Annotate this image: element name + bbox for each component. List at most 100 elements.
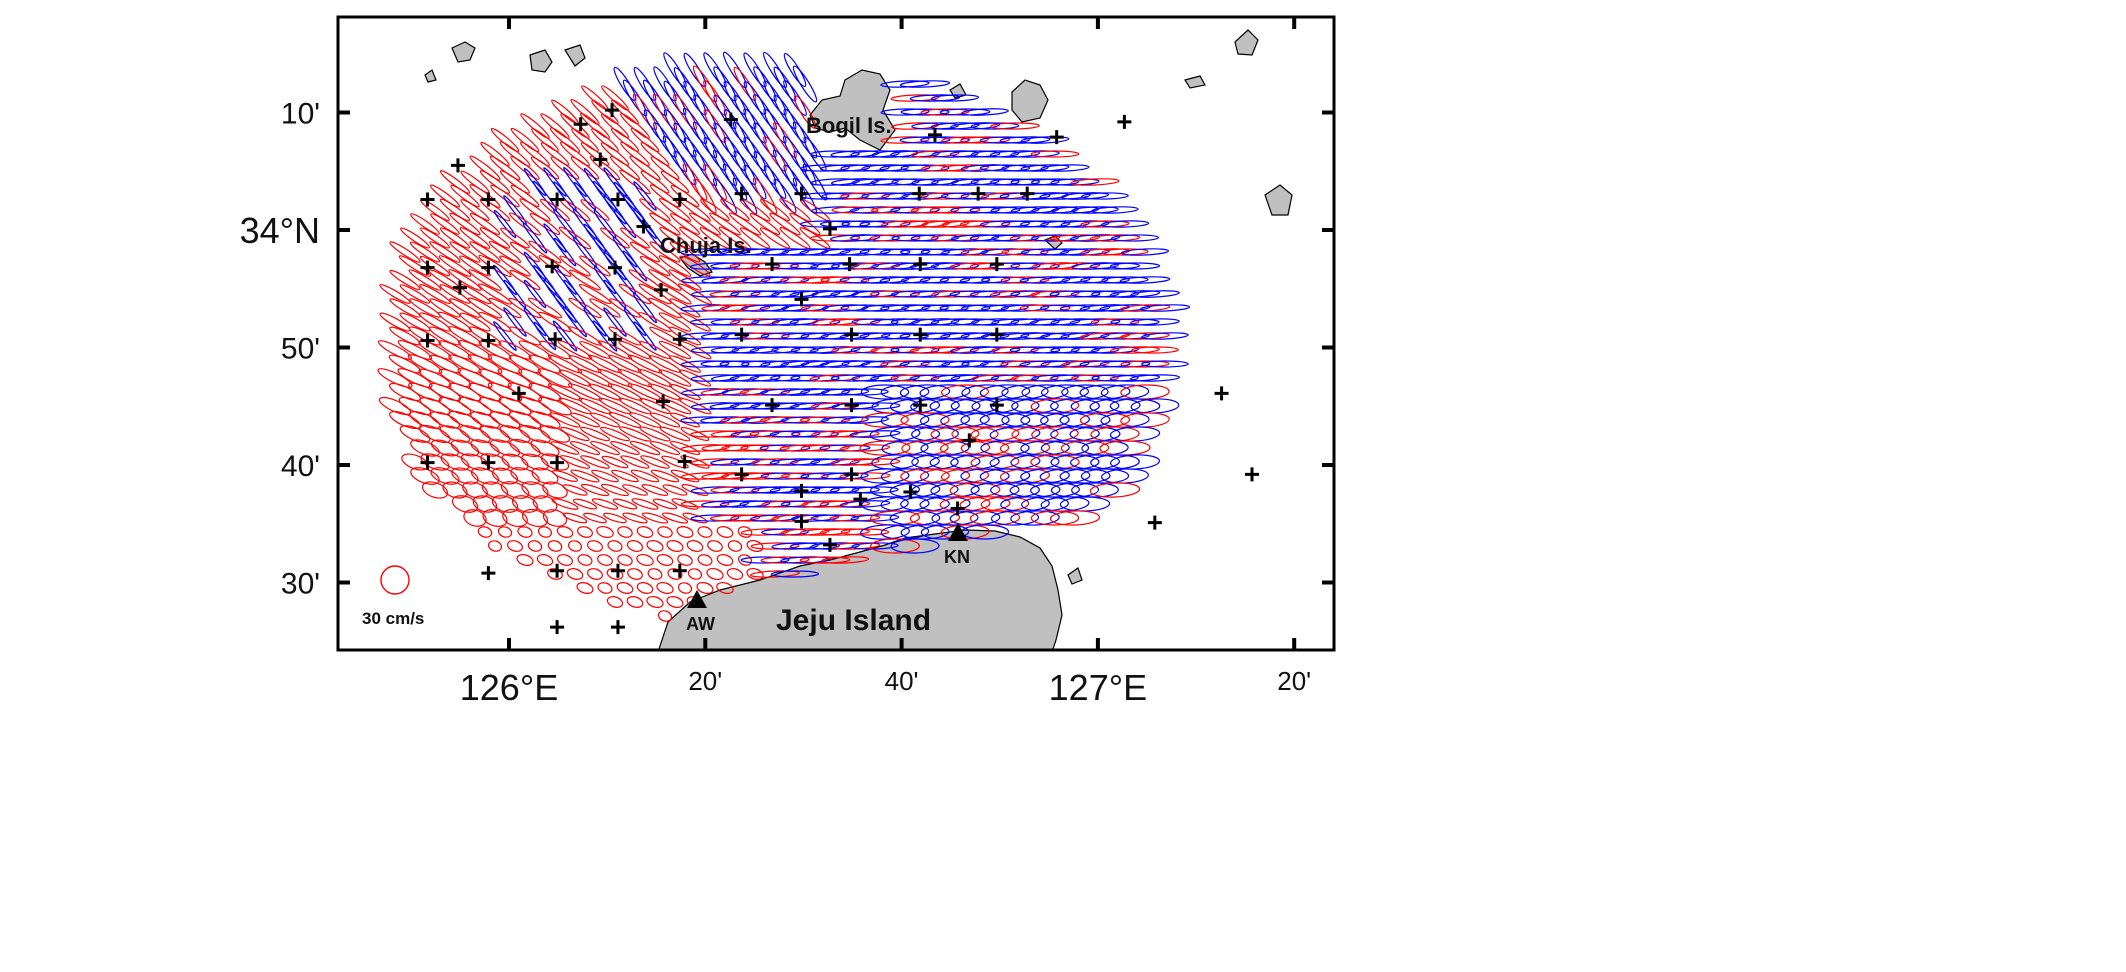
- tidal-ellipse: [503, 279, 527, 309]
- tidal-ellipse: [696, 582, 714, 594]
- tidal-ellipse: [613, 66, 637, 102]
- tidal-ellipse: [939, 304, 991, 312]
- tidal-ellipse: [640, 170, 670, 194]
- tidal-ellipse: [639, 398, 671, 414]
- tidal-ellipse: [470, 411, 500, 429]
- tidal-ellipse: [650, 156, 680, 180]
- tidal-ellipse: [558, 369, 592, 387]
- tidal-ellipse: [930, 482, 980, 498]
- tidal-ellipse: [497, 368, 533, 388]
- tidal-ellipse: [1120, 412, 1170, 428]
- tidal-ellipse: [400, 227, 430, 249]
- tidal-ellipse: [703, 163, 727, 201]
- tidal-ellipse: [909, 510, 961, 526]
- tidal-ellipse: [1101, 468, 1149, 484]
- tidal-ellipse: [603, 195, 627, 225]
- tidal-ellipse: [468, 269, 502, 291]
- tidal-ellipse: [652, 498, 678, 510]
- tidal-ellipse: [550, 156, 580, 180]
- tidal-ellipse: [900, 164, 950, 172]
- tidal-ellipse: [506, 540, 524, 552]
- tidal-ellipse: [557, 340, 593, 360]
- tidal-ellipse: [407, 354, 443, 374]
- tidal-ellipse: [420, 227, 450, 249]
- tidal-ellipse: [377, 340, 413, 360]
- tidal-ellipse: [663, 52, 687, 88]
- aw-label: AW: [686, 614, 715, 634]
- tidal-ellipse: [760, 276, 810, 284]
- tidal-ellipse: [606, 568, 624, 580]
- tidal-ellipse: [510, 184, 540, 208]
- tidal-ellipse: [870, 178, 920, 186]
- tidal-ellipse: [700, 332, 750, 340]
- station-cross: [822, 221, 837, 236]
- tidal-ellipse: [989, 262, 1041, 270]
- tidal-ellipse: [749, 570, 801, 578]
- tidal-ellipse: [1120, 384, 1170, 400]
- tidal-ellipse: [562, 484, 588, 496]
- tidal-ellipse: [999, 468, 1051, 484]
- tidal-ellipse: [699, 227, 731, 249]
- tidal-ellipse: [388, 354, 422, 374]
- tidal-ellipse: [697, 526, 713, 538]
- tidal-ellipse: [528, 240, 562, 264]
- tidal-ellipse: [468, 382, 502, 402]
- tidal-ellipse: [498, 340, 532, 360]
- tidal-ellipse: [389, 298, 421, 318]
- tidal-ellipse: [690, 318, 740, 326]
- tidal-ellipse: [1011, 398, 1059, 414]
- tidal-ellipse: [508, 212, 542, 236]
- tidal-ellipse: [509, 269, 541, 291]
- tidal-ellipse: [1010, 510, 1060, 526]
- station-cross: [794, 186, 809, 201]
- tidal-ellipse: [1100, 412, 1150, 428]
- tidal-ellipse: [810, 486, 860, 494]
- tidal-ellipse: [760, 332, 810, 340]
- tidal-ellipse: [1089, 398, 1141, 414]
- tidal-ellipse: [636, 582, 654, 594]
- tidal-ellipse: [763, 165, 787, 199]
- tidal-ellipse: [537, 368, 573, 388]
- tidal-ellipse: [467, 297, 503, 319]
- tidal-ellipse: [820, 276, 870, 284]
- island: [1067, 567, 1083, 585]
- tidal-ellipse: [1030, 290, 1080, 298]
- tidal-ellipse: [420, 453, 450, 471]
- tidal-ellipse: [556, 554, 574, 566]
- tidal-ellipse: [891, 234, 939, 242]
- tidal-ellipse: [960, 412, 1010, 428]
- station-cross: [573, 117, 588, 132]
- tidal-ellipse: [703, 136, 727, 172]
- tidal-ellipse: [739, 227, 771, 249]
- tidal-ellipse: [389, 241, 421, 263]
- tidal-ellipse: [921, 304, 969, 312]
- tidal-ellipse: [531, 467, 559, 485]
- tidal-ellipse: [802, 163, 828, 201]
- tidal-ellipse: [419, 283, 451, 305]
- tidal-ellipse: [959, 220, 1011, 228]
- tidal-ellipse: [673, 150, 697, 186]
- tidal-ellipse: [740, 444, 790, 452]
- tidal-ellipse: [979, 164, 1031, 172]
- kn-label: KN: [944, 547, 970, 567]
- station-cross: [672, 332, 687, 347]
- station-cross: [765, 257, 780, 272]
- tidal-ellipse: [829, 318, 881, 326]
- tidal-ellipse: [600, 483, 630, 497]
- tidal-ellipse: [479, 227, 511, 249]
- tidal-ellipse: [722, 163, 748, 201]
- tidal-ellipse: [1089, 234, 1141, 242]
- tidal-ellipse: [1099, 440, 1151, 456]
- tidal-ellipse: [830, 374, 880, 382]
- tidal-ellipse: [583, 512, 607, 524]
- tidal-ellipse: [588, 354, 622, 374]
- tidal-ellipse: [781, 472, 829, 480]
- tidal-ellipse: [740, 528, 790, 536]
- tidal-ellipse: [478, 283, 512, 305]
- tidal-ellipse: [619, 169, 651, 195]
- station-cross: [822, 537, 837, 552]
- tidal-ellipse: [743, 52, 767, 88]
- tidal-ellipse: [800, 276, 850, 284]
- tidal-ellipse: [517, 526, 533, 538]
